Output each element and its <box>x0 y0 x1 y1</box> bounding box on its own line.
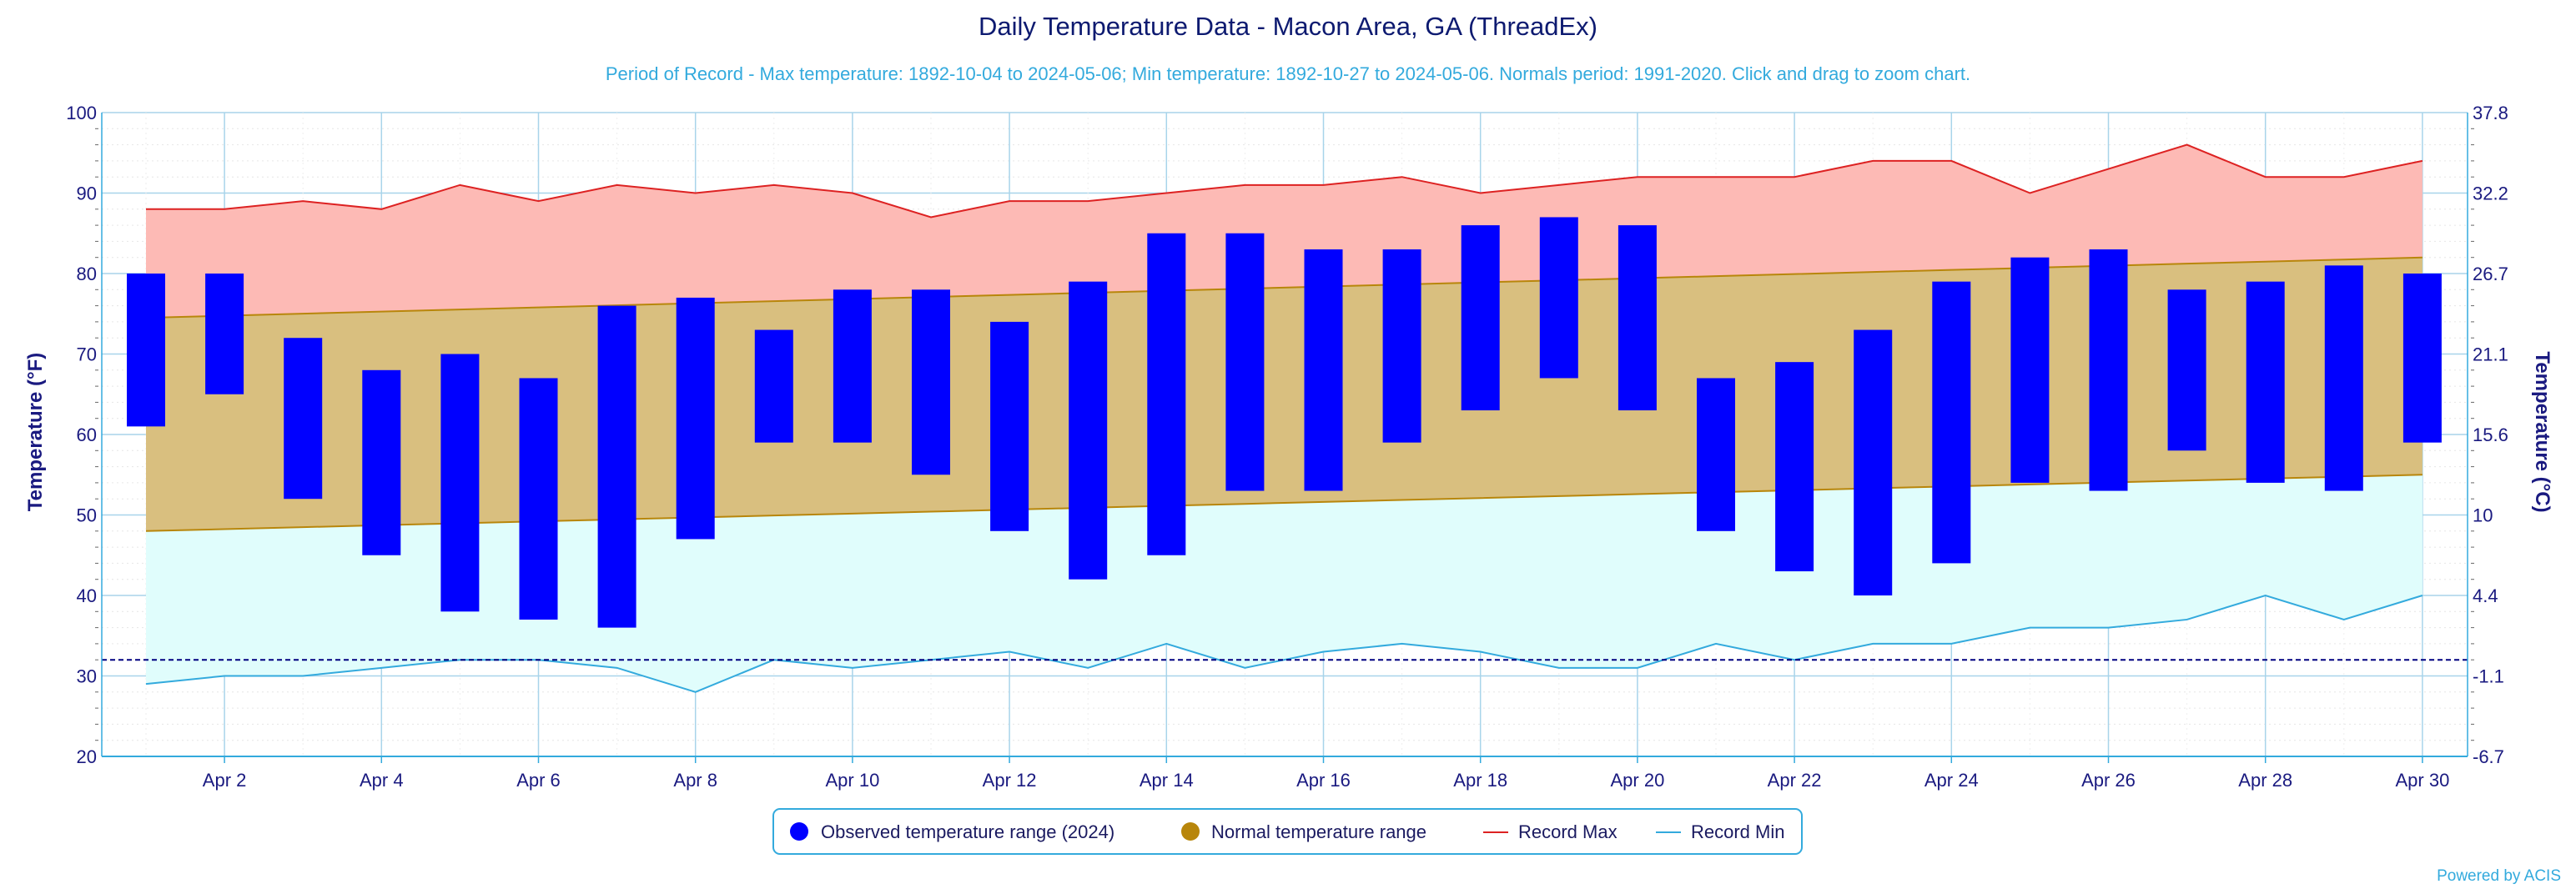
y2-tick-label: 4.4 <box>2473 585 2498 606</box>
legend-record-max-label: Record Max <box>1518 821 1618 842</box>
legend-observed-marker <box>790 822 808 841</box>
x-tick-label: Apr 26 <box>2081 770 2136 791</box>
y2-tick-label: -6.7 <box>2473 746 2504 767</box>
x-tick-label: Apr 30 <box>2395 770 2449 791</box>
observed-bar[interactable] <box>2246 281 2285 483</box>
y2-tick-label: 37.8 <box>2473 103 2508 123</box>
x-tick-label: Apr 12 <box>983 770 1037 791</box>
record-min-line[interactable] <box>145 594 2423 693</box>
x-tick-label: Apr 6 <box>516 770 561 791</box>
x-tick-label: Apr 18 <box>1453 770 1507 791</box>
y-tick-label: 80 <box>77 264 97 284</box>
legend-item-record-min[interactable]: Record Min <box>1656 821 1784 842</box>
y-tick-label: 30 <box>77 666 97 687</box>
observed-bar[interactable] <box>1854 329 1893 595</box>
chart-title: Daily Temperature Data - Macon Area, GA … <box>979 12 1597 41</box>
observed-bar[interactable] <box>912 289 950 475</box>
y2-tick-label: 32.2 <box>2473 183 2508 204</box>
observed-bar[interactable] <box>440 354 480 612</box>
x-tick-label: Apr 10 <box>825 770 879 791</box>
x-tick-label: Apr 2 <box>203 770 247 791</box>
legend-normal-label: Normal temperature range <box>1211 821 1426 842</box>
x-tick-label: Apr 16 <box>1296 770 1351 791</box>
chart-subtitle: Period of Record - Max temperature: 1892… <box>606 63 1970 84</box>
observed-bar[interactable] <box>990 321 1029 531</box>
above-normal-band <box>146 144 2423 319</box>
y-tick-label: 60 <box>77 424 97 445</box>
y-tick-label: 50 <box>77 505 97 526</box>
record-max-line[interactable] <box>146 143 2423 218</box>
observed-bar[interactable] <box>519 378 558 620</box>
legend: Observed temperature range (2024) Normal… <box>772 808 1803 855</box>
line-layer <box>102 143 2468 693</box>
observed-bar[interactable] <box>2010 257 2050 483</box>
legend-observed-label: Observed temperature range (2024) <box>821 821 1114 842</box>
observed-bar[interactable] <box>1225 233 1265 491</box>
observed-bar[interactable] <box>205 274 244 394</box>
legend-item-observed[interactable]: Observed temperature range (2024) <box>790 821 1114 842</box>
observed-bar[interactable] <box>754 329 793 443</box>
y2-tick-label: 15.6 <box>2473 424 2508 445</box>
observed-bar[interactable] <box>284 338 323 500</box>
observed-bar[interactable] <box>127 274 165 427</box>
credit-link[interactable]: Powered by ACIS <box>2437 867 2561 885</box>
legend-box <box>772 808 1803 855</box>
observed-bar[interactable] <box>1304 249 1343 491</box>
observed-bar[interactable] <box>1932 281 1971 564</box>
observed-bar[interactable] <box>1775 362 1814 572</box>
x-tick-label: Apr 28 <box>2238 770 2292 791</box>
x-tick-label: Apr 20 <box>1610 770 1664 791</box>
y-tick-label: 70 <box>77 344 97 365</box>
bar-layer[interactable] <box>127 217 2442 628</box>
axis-layer: 20 -6.7 30 -1.1 40 4.4 50 10 60 15.6 70 21.1 80 26.7 9… <box>66 103 2508 791</box>
observed-bar[interactable] <box>597 305 636 628</box>
y2-axis-title: Temperature (°C) <box>2531 351 2553 512</box>
y2-tick-label: 10 <box>2473 505 2493 526</box>
observed-bar[interactable] <box>2324 265 2363 491</box>
legend-item-record-max[interactable]: Record Max <box>1483 821 1618 842</box>
y-tick-label: 20 <box>77 746 97 767</box>
x-tick-label: Apr 14 <box>1140 770 1194 791</box>
y-tick-label: 90 <box>77 183 97 204</box>
y2-tick-label: -1.1 <box>2473 666 2504 687</box>
observed-bar[interactable] <box>676 297 715 540</box>
x-tick-label: Apr 24 <box>1924 770 1979 791</box>
below-normal-band <box>146 475 2423 692</box>
observed-bar[interactable] <box>833 289 872 443</box>
observed-bar[interactable] <box>1539 217 1578 379</box>
y-axis-title: Temperature (°F) <box>24 353 47 512</box>
area-layer <box>146 144 2423 692</box>
observed-bar[interactable] <box>1382 249 1421 443</box>
y-tick-label: 40 <box>77 585 97 606</box>
y2-tick-label: 21.1 <box>2473 344 2508 365</box>
observed-bar[interactable] <box>1147 233 1186 555</box>
observed-bar[interactable] <box>362 369 401 555</box>
observed-bar[interactable] <box>2402 274 2442 443</box>
y2-tick-label: 26.7 <box>2473 264 2508 284</box>
legend-item-normal[interactable]: Normal temperature range <box>1181 821 1426 842</box>
observed-bar[interactable] <box>2089 249 2128 491</box>
legend-normal-marker <box>1181 822 1200 841</box>
observed-bar[interactable] <box>1461 225 1500 411</box>
x-tick-label: Apr 22 <box>1768 770 1822 791</box>
observed-bar[interactable] <box>1697 378 1735 531</box>
x-tick-label: Apr 4 <box>360 770 404 791</box>
normal-range-band <box>146 257 2423 531</box>
y-tick-label: 100 <box>66 103 97 123</box>
observed-bar[interactable] <box>1618 225 1657 411</box>
x-tick-label: Apr 8 <box>673 770 717 791</box>
legend-record-min-label: Record Min <box>1691 821 1784 842</box>
observed-bar[interactable] <box>1069 281 1108 580</box>
observed-bar[interactable] <box>2167 289 2206 451</box>
